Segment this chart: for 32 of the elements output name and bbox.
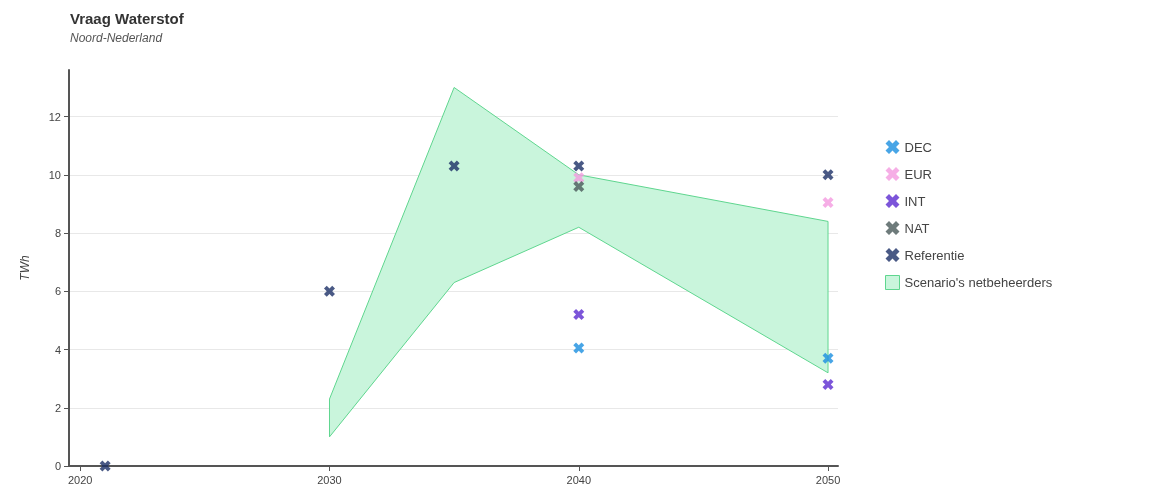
point — [573, 180, 585, 192]
y-tick-label: 0 — [54, 460, 61, 472]
y-tick-label: 8 — [54, 227, 61, 240]
legend-label: EUR — [904, 166, 932, 182]
legend-label: Scenario's netbeheerders — [904, 275, 1053, 290]
y-axis-title: TWh — [18, 255, 32, 281]
y-tick-label: 4 — [54, 343, 61, 356]
y-tick-label: 6 — [54, 285, 61, 298]
x-tick-label: 2050 — [815, 473, 841, 486]
y-tick-label: 2 — [54, 401, 61, 414]
x-tick-label: 2040 — [566, 473, 591, 486]
point — [573, 172, 585, 184]
point — [573, 160, 585, 172]
legend-label: Referentie — [904, 247, 965, 263]
point — [573, 309, 585, 321]
point — [323, 285, 335, 297]
point — [448, 160, 460, 172]
chart-title: Vraag Waterstof — [70, 10, 185, 27]
legend-label: NAT — [904, 220, 930, 236]
y-tick-label: 10 — [48, 168, 61, 181]
point — [822, 196, 834, 208]
legend-label: DEC — [904, 139, 932, 155]
point — [822, 352, 834, 364]
chart-subtitle: Noord-Nederland — [70, 31, 163, 45]
point — [822, 169, 834, 181]
x-tick-label: 2030 — [317, 473, 342, 486]
x-tick-label: 2020 — [67, 473, 93, 486]
legend-label: INT — [904, 193, 926, 209]
point — [822, 378, 834, 390]
y-tick-label: 12 — [48, 110, 61, 123]
point — [573, 342, 585, 354]
point — [99, 460, 111, 472]
